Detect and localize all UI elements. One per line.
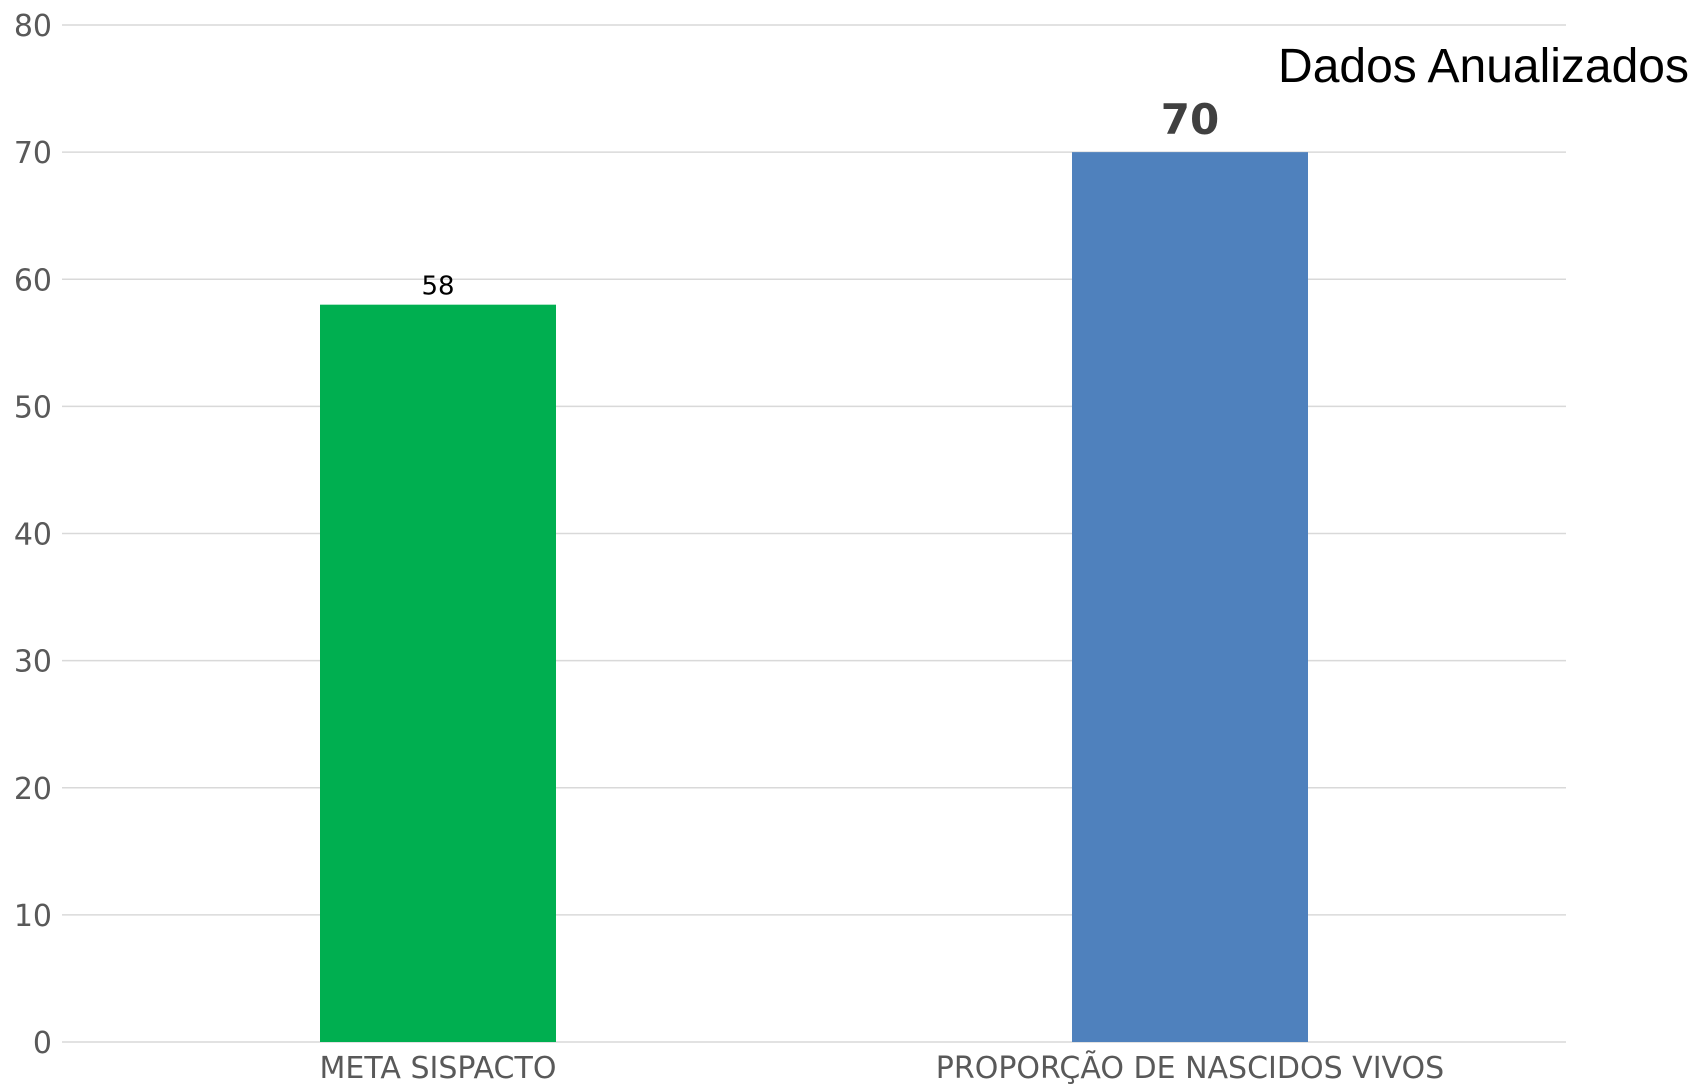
- gridlines: [62, 24, 1566, 1043]
- bar-2: [1072, 152, 1308, 1042]
- bars: [320, 152, 1308, 1042]
- y-tick-label: 60: [14, 263, 52, 298]
- x-category-label: META SISPACTO: [320, 1051, 557, 1084]
- y-tick-label: 30: [14, 645, 52, 680]
- y-tick-label: 50: [14, 390, 52, 425]
- chart-title: Dados Anualizados: [1278, 40, 1689, 93]
- bar-1: [320, 304, 556, 1042]
- data-labels: 58 70: [421, 95, 1219, 302]
- y-tick-label: 0: [33, 1026, 52, 1061]
- x-axis-labels: META SISPACTO PROPORÇÃO DE NASCIDOS VIVOS: [320, 1050, 1445, 1084]
- y-tick-label: 70: [14, 136, 52, 171]
- y-tick-label: 20: [14, 772, 52, 807]
- data-label: 70: [1161, 95, 1219, 144]
- y-tick-label: 40: [14, 518, 52, 553]
- y-tick-label: 80: [14, 9, 52, 44]
- x-category-label: PROPORÇÃO DE NASCIDOS VIVOS: [936, 1050, 1444, 1084]
- data-label: 58: [421, 272, 454, 302]
- y-axis-ticks: 0 10 20 30 40 50 60 70 80: [14, 9, 52, 1061]
- y-tick-label: 10: [14, 899, 52, 934]
